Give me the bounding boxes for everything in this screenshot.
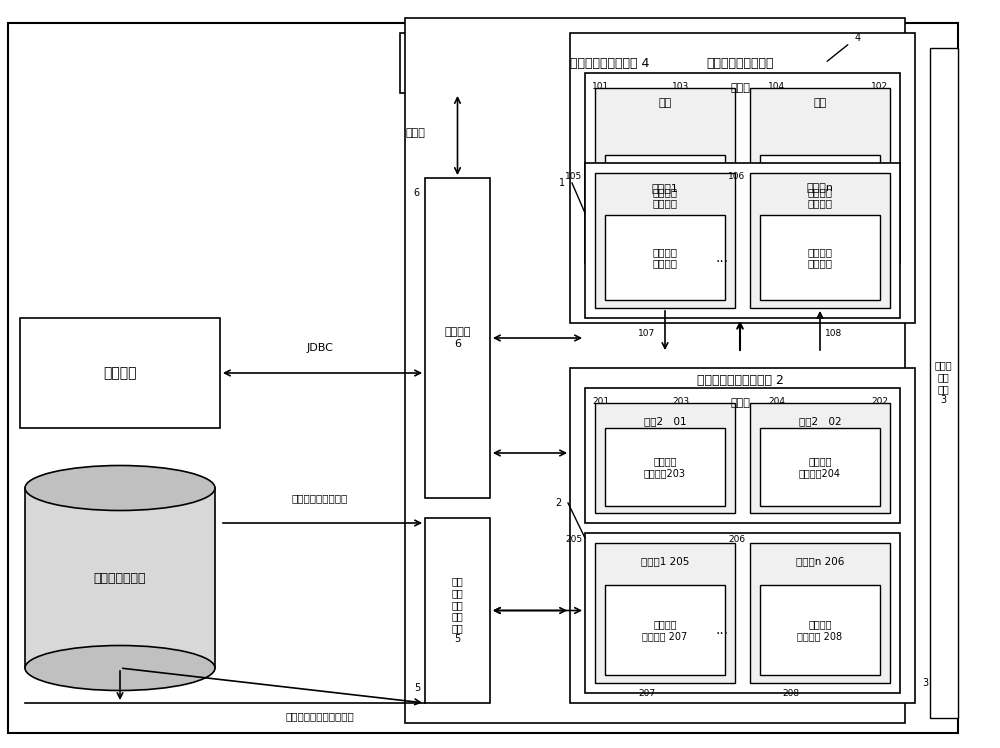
Text: 数据表导入文件存储: 数据表导入文件存储: [292, 493, 348, 503]
FancyBboxPatch shape: [595, 403, 735, 513]
Text: 202: 202: [871, 396, 888, 405]
Text: 主节点: 主节点: [730, 83, 750, 93]
Text: 204: 204: [768, 396, 785, 405]
Text: 用电信息
数据节点: 用电信息 数据节点: [807, 247, 832, 269]
FancyBboxPatch shape: [750, 88, 890, 248]
Text: 107: 107: [638, 328, 655, 337]
Text: 主用2 01: 主用2 01: [644, 416, 686, 426]
Text: 从节点1 205: 从节点1 205: [641, 556, 689, 566]
Text: 5: 5: [414, 683, 420, 693]
Text: ...: ...: [715, 623, 729, 637]
Text: 从节点n: 从节点n: [806, 183, 833, 193]
FancyBboxPatch shape: [595, 173, 735, 308]
Text: 201: 201: [592, 396, 609, 405]
Text: 应用关系数据库: 应用关系数据库: [94, 571, 146, 584]
FancyBboxPatch shape: [760, 215, 880, 300]
FancyBboxPatch shape: [595, 88, 735, 248]
Text: 207: 207: [638, 688, 655, 697]
FancyBboxPatch shape: [20, 318, 220, 428]
Text: 计算任务
分配模块203: 计算任务 分配模块203: [644, 456, 686, 478]
Text: 6: 6: [414, 188, 420, 198]
Text: 1: 1: [559, 178, 565, 188]
Text: 主节点: 主节点: [730, 398, 750, 408]
FancyBboxPatch shape: [405, 18, 905, 723]
FancyBboxPatch shape: [585, 73, 900, 263]
Text: 108: 108: [825, 328, 842, 337]
Text: 计算任务
分配模块204: 计算任务 分配模块204: [799, 456, 841, 478]
Text: 206: 206: [728, 536, 745, 545]
FancyBboxPatch shape: [570, 368, 915, 703]
FancyBboxPatch shape: [595, 543, 735, 683]
FancyBboxPatch shape: [425, 518, 490, 703]
FancyBboxPatch shape: [750, 543, 890, 683]
Text: 104: 104: [768, 82, 785, 91]
FancyBboxPatch shape: [605, 155, 725, 240]
Text: 业务应用: 业务应用: [103, 366, 137, 380]
Text: 205: 205: [565, 536, 582, 545]
Text: 元数据: 元数据: [405, 128, 425, 138]
Text: 203: 203: [672, 396, 689, 405]
Text: 计算任务
执行模块 207: 计算任务 执行模块 207: [642, 619, 688, 641]
FancyBboxPatch shape: [760, 155, 880, 240]
FancyBboxPatch shape: [605, 215, 725, 300]
Text: 106: 106: [728, 171, 745, 180]
Text: 访问代理
6: 访问代理 6: [444, 327, 471, 349]
Text: 用电信息
数据节点: 用电信息 数据节点: [652, 247, 678, 269]
Text: 208: 208: [782, 688, 799, 697]
Text: 103: 103: [672, 82, 689, 91]
Text: 用电
信息
数据
管理
模块
5: 用电 信息 数据 管理 模块 5: [452, 577, 463, 645]
Ellipse shape: [25, 465, 215, 510]
FancyBboxPatch shape: [425, 178, 490, 498]
Text: 2: 2: [556, 498, 562, 508]
Text: ...: ...: [715, 251, 729, 265]
Text: 用电信息
命名节点: 用电信息 命名节点: [807, 187, 832, 208]
Text: 4: 4: [855, 33, 861, 43]
FancyBboxPatch shape: [930, 48, 958, 718]
Text: 计算结果返回关系数据库: 计算结果返回关系数据库: [286, 711, 354, 721]
Ellipse shape: [25, 646, 215, 690]
Text: 用电信息
命名节点: 用电信息 命名节点: [652, 187, 678, 208]
FancyBboxPatch shape: [605, 428, 725, 506]
Text: 备用: 备用: [813, 98, 827, 108]
Text: 用电信息计算处理引擎 2: 用电信息计算处理引擎 2: [697, 373, 783, 387]
FancyBboxPatch shape: [585, 163, 900, 318]
FancyBboxPatch shape: [750, 173, 890, 308]
Text: 主用: 主用: [658, 98, 672, 108]
Text: 102: 102: [871, 82, 888, 91]
FancyBboxPatch shape: [585, 533, 900, 693]
Text: 101: 101: [592, 82, 609, 91]
Text: 计算任务
执行模块 208: 计算任务 执行模块 208: [797, 619, 843, 641]
FancyBboxPatch shape: [760, 428, 880, 506]
FancyBboxPatch shape: [570, 33, 915, 323]
Text: 从节点n 206: 从节点n 206: [796, 556, 844, 566]
Text: 3: 3: [922, 678, 928, 688]
Text: 105: 105: [565, 171, 582, 180]
Text: 分布式
管理
模块
3: 分布式 管理 模块 3: [935, 361, 952, 405]
Text: 从节点1: 从节点1: [652, 183, 678, 193]
Text: 备用2 02: 备用2 02: [799, 416, 841, 426]
Text: JDBC: JDBC: [307, 343, 333, 353]
FancyBboxPatch shape: [605, 585, 725, 675]
FancyBboxPatch shape: [8, 23, 958, 733]
FancyBboxPatch shape: [400, 33, 820, 93]
FancyBboxPatch shape: [25, 488, 215, 668]
FancyBboxPatch shape: [585, 388, 900, 523]
Text: 用电信息元数据存储 4: 用电信息元数据存储 4: [570, 57, 650, 70]
FancyBboxPatch shape: [760, 585, 880, 675]
FancyBboxPatch shape: [750, 403, 890, 513]
Text: 用电信息分布式存储: 用电信息分布式存储: [706, 57, 774, 70]
